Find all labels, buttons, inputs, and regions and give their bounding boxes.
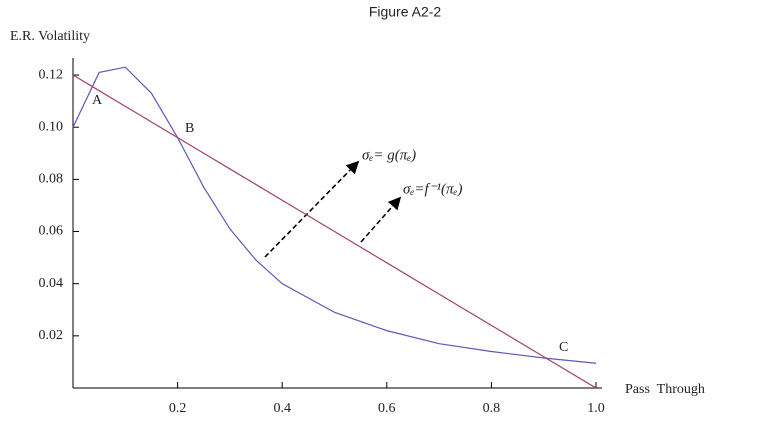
y-tick-label: 0.04 (39, 276, 64, 291)
arrow (264, 160, 360, 258)
annotation: σₑ=f⁻¹(πₑ) (403, 181, 462, 197)
arrow (360, 196, 402, 243)
line (72, 66, 597, 364)
y-tick-label: 0.08 (39, 172, 64, 187)
chart-title: Figure A2-2 (369, 4, 442, 20)
annotation: B (185, 121, 194, 136)
x-tick-label: 0.6 (378, 401, 396, 416)
annotation: A (92, 93, 103, 108)
line (72, 74, 597, 389)
annotation: C (559, 340, 568, 355)
x-tick-label: 0.8 (483, 401, 501, 416)
x-tick-label: 1.0 (587, 401, 605, 416)
y-tick-label: 0.02 (39, 328, 64, 343)
x-axis-label: Pass Through (625, 382, 705, 397)
y-tick-label: 0.12 (39, 67, 64, 82)
y-axis-label: E.R. Volatility (10, 29, 90, 44)
y-tick-label: 0.06 (39, 224, 64, 239)
annotation: σₑ= g(πₑ) (362, 147, 416, 163)
x-tick-label: 0.4 (273, 401, 291, 416)
x-tick-label: 0.2 (169, 401, 187, 416)
y-tick-label: 0.10 (39, 119, 64, 134)
